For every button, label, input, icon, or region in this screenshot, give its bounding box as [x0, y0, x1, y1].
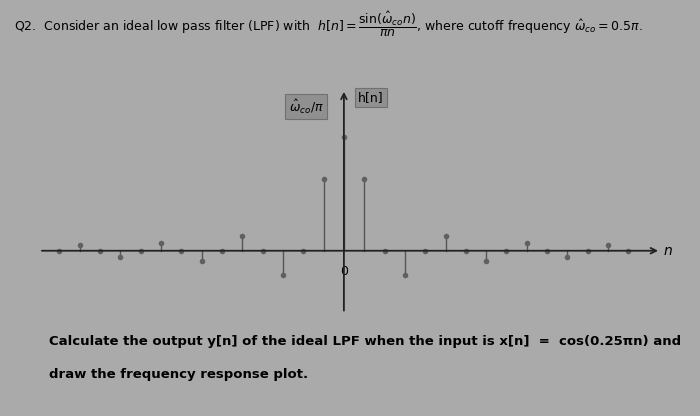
Text: h[n]: h[n] — [358, 91, 384, 104]
Text: $\hat{\omega}_{co} / \pi$: $\hat{\omega}_{co} / \pi$ — [288, 97, 323, 116]
Text: Q2.  Consider an ideal low pass filter (LPF) with  $h[n] = \dfrac{\sin(\hat{\ome: Q2. Consider an ideal low pass filter (L… — [14, 10, 643, 40]
Text: 0: 0 — [340, 265, 348, 278]
Text: n: n — [664, 244, 673, 258]
Text: draw the frequency response plot.: draw the frequency response plot. — [49, 368, 308, 381]
Text: Calculate the output y[n] of the ideal LPF when the input is x[n]  =  cos(0.25πn: Calculate the output y[n] of the ideal L… — [49, 335, 681, 348]
